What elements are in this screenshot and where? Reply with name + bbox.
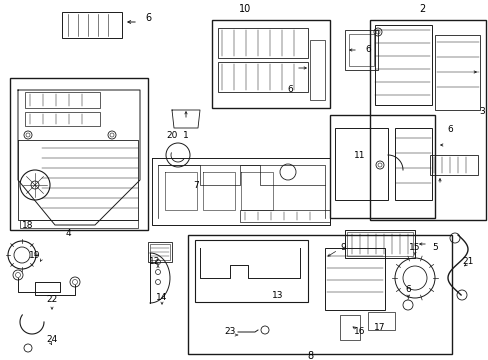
Bar bbox=[218, 62, 307, 92]
Bar bbox=[348, 34, 373, 66]
Text: 6: 6 bbox=[404, 285, 410, 294]
Bar bbox=[218, 28, 307, 58]
Text: 6: 6 bbox=[286, 85, 292, 94]
Bar bbox=[346, 232, 412, 256]
Text: 9: 9 bbox=[340, 243, 345, 252]
Bar bbox=[334, 128, 387, 200]
Text: 3: 3 bbox=[478, 108, 484, 117]
Text: 17: 17 bbox=[373, 324, 385, 333]
Text: 20: 20 bbox=[166, 131, 177, 140]
Bar bbox=[240, 210, 329, 222]
Bar bbox=[20, 220, 138, 228]
Text: 6: 6 bbox=[144, 13, 151, 23]
Bar bbox=[367, 312, 394, 330]
Text: 21: 21 bbox=[461, 257, 473, 266]
Text: 18: 18 bbox=[22, 220, 34, 230]
Bar bbox=[434, 35, 479, 110]
Text: 4: 4 bbox=[65, 229, 71, 238]
Bar bbox=[25, 92, 100, 108]
Text: 23: 23 bbox=[224, 328, 235, 337]
Text: 7: 7 bbox=[193, 180, 199, 189]
Bar bbox=[148, 242, 172, 262]
Bar bbox=[150, 244, 170, 260]
Text: 15: 15 bbox=[408, 243, 420, 252]
Text: 11: 11 bbox=[353, 150, 365, 159]
Bar bbox=[62, 12, 122, 38]
Bar bbox=[345, 230, 414, 258]
Text: 24: 24 bbox=[46, 336, 58, 345]
Text: 6: 6 bbox=[446, 126, 452, 135]
Bar bbox=[374, 25, 431, 105]
Text: 13: 13 bbox=[272, 291, 283, 300]
Text: 5: 5 bbox=[431, 243, 437, 252]
Bar bbox=[195, 240, 307, 302]
Bar bbox=[309, 40, 325, 100]
Text: 1: 1 bbox=[183, 131, 188, 140]
Bar bbox=[339, 315, 359, 340]
Bar bbox=[212, 20, 329, 108]
Bar bbox=[25, 112, 100, 126]
Bar bbox=[187, 235, 451, 354]
Text: 2: 2 bbox=[418, 4, 424, 14]
Bar bbox=[10, 78, 148, 230]
Text: 12: 12 bbox=[149, 257, 161, 266]
Bar bbox=[325, 248, 384, 310]
Text: 6: 6 bbox=[365, 45, 370, 54]
Bar bbox=[429, 155, 477, 175]
Text: 22: 22 bbox=[46, 296, 58, 305]
Bar bbox=[329, 115, 434, 218]
Bar bbox=[369, 20, 485, 220]
Text: 8: 8 bbox=[306, 351, 312, 360]
Bar bbox=[345, 30, 377, 70]
Text: 16: 16 bbox=[353, 328, 365, 337]
Text: 14: 14 bbox=[156, 293, 167, 302]
Text: 19: 19 bbox=[29, 251, 41, 260]
Text: 10: 10 bbox=[238, 4, 251, 14]
Bar bbox=[394, 128, 431, 200]
